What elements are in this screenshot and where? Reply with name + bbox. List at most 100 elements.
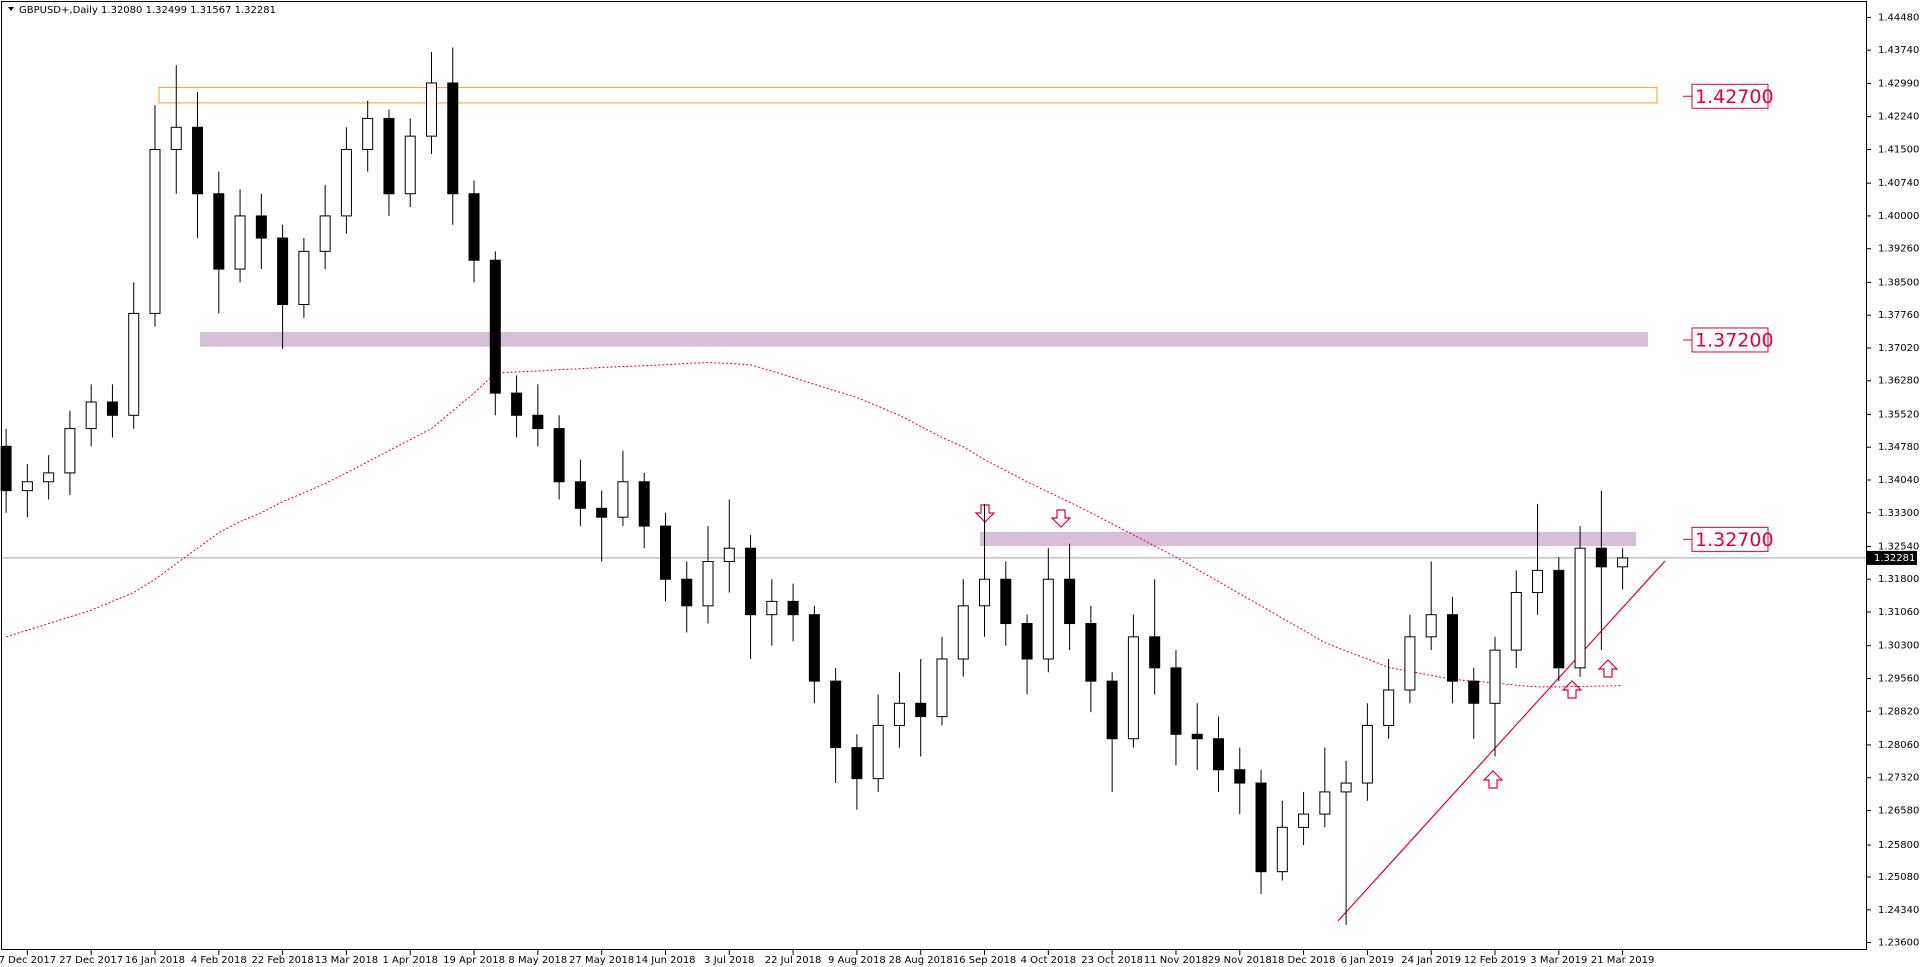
candle-body <box>1170 667 1182 735</box>
candle-body <box>745 547 757 616</box>
candle-body <box>21 481 33 492</box>
candle-body <box>234 215 246 270</box>
candle-body <box>1085 623 1097 682</box>
y-tick-label: 1.42990 <box>1878 78 1919 89</box>
y-tick-label: 1.28820 <box>1878 706 1919 717</box>
candle-body <box>298 250 310 306</box>
candle-body <box>149 148 161 314</box>
candle-body <box>1234 769 1246 784</box>
x-tick-label: 14 Jun 2018 <box>635 955 695 966</box>
y-tick-label: 1.43740 <box>1878 45 1919 56</box>
candle-body <box>170 126 182 150</box>
candle-body <box>1446 614 1458 682</box>
candle-body <box>468 193 480 261</box>
trend-line <box>1337 560 1666 922</box>
candle-body <box>1042 578 1054 660</box>
y-tick-label: 1.33300 <box>1878 508 1919 519</box>
level-label: 1.42700 <box>1695 86 1774 108</box>
x-tick-label: 28 Aug 2018 <box>889 955 953 966</box>
x-tick-label: 18 Dec 2018 <box>1272 955 1336 966</box>
x-tick-label: 22 Feb 2018 <box>251 955 313 966</box>
candle-body <box>681 578 693 607</box>
y-tick-label: 1.26580 <box>1878 806 1919 817</box>
candle-body <box>106 401 118 416</box>
candle-body <box>362 117 374 150</box>
x-tick-label: 27 May 2018 <box>569 955 634 966</box>
candle-body <box>1212 738 1224 771</box>
y-tick-label: 1.36280 <box>1878 376 1919 387</box>
candle-body <box>1276 826 1288 873</box>
x-tick-label: 16 Jan 2018 <box>125 955 185 966</box>
candle-body <box>638 481 650 527</box>
level-box <box>1691 526 1769 552</box>
candle-body <box>1574 547 1586 669</box>
candle-body <box>1532 569 1544 594</box>
candle-body <box>43 472 55 483</box>
down-arrow <box>1050 509 1072 528</box>
y-tick-label: 1.34780 <box>1878 442 1919 453</box>
candle-body <box>851 747 863 780</box>
last-price-box <box>1867 550 1917 565</box>
x-tick-label: 4 Oct 2018 <box>1021 955 1076 966</box>
candle-body <box>340 148 352 217</box>
candle-body <box>64 428 76 474</box>
x-tick-label: 9 Aug 2018 <box>828 955 886 966</box>
zone <box>980 531 1636 547</box>
x-tick-label: 24 Jan 2019 <box>1401 955 1461 966</box>
last-price-label: 1.32281 <box>1874 553 1915 564</box>
x-tick-label: 19 Apr 2018 <box>443 955 505 966</box>
up-arrow <box>1597 659 1619 678</box>
candle-body <box>213 193 225 270</box>
chart-title: GBPUSD+,Daily 1.32080 1.32499 1.31567 1.… <box>19 5 276 16</box>
candle-body <box>596 507 608 518</box>
level-label: 1.37200 <box>1695 329 1774 351</box>
candle-body <box>1127 636 1139 740</box>
x-tick-label: 11 Nov 2018 <box>1144 955 1208 966</box>
y-tick-label: 1.41500 <box>1878 144 1919 155</box>
candle-body <box>85 401 97 430</box>
candle-body <box>702 561 714 607</box>
candle-body <box>979 578 991 607</box>
candle-body <box>787 600 799 616</box>
x-tick-label: 22 Jul 2018 <box>765 955 822 966</box>
x-tick-label: 4 Feb 2018 <box>191 955 247 966</box>
candle-body <box>1106 680 1118 740</box>
candle-body <box>404 135 416 195</box>
y-tick-label: 1.28060 <box>1878 740 1919 751</box>
candle-body <box>1404 636 1416 691</box>
y-tick-label: 1.29560 <box>1878 673 1919 684</box>
x-tick-label: 13 Mar 2018 <box>315 955 378 966</box>
candle-body <box>532 414 544 430</box>
y-tick-label: 1.24340 <box>1878 905 1919 916</box>
candle-body <box>1510 592 1522 651</box>
candle-body <box>128 312 140 416</box>
y-tick-label: 1.31060 <box>1878 607 1919 618</box>
candle-body <box>1191 733 1203 740</box>
candle-body <box>383 117 395 195</box>
level-label: 1.32700 <box>1695 529 1774 551</box>
candle-body <box>830 680 842 749</box>
candle-body <box>255 215 267 239</box>
level-box <box>1691 327 1769 353</box>
candle-body <box>936 658 948 718</box>
y-tick-label: 1.34040 <box>1878 475 1919 486</box>
x-tick-label: 8 May 2018 <box>508 955 567 966</box>
candle-body <box>1021 623 1033 660</box>
candle-body <box>1298 813 1310 828</box>
candle-body <box>957 605 969 660</box>
candle-body <box>1553 569 1565 669</box>
candle-body <box>723 547 735 563</box>
candle-body <box>447 82 459 195</box>
candle-body <box>1468 680 1480 704</box>
menu-triangle <box>8 7 14 11</box>
up-arrow <box>1561 680 1583 699</box>
candle-body <box>511 392 523 416</box>
y-tick-label: 1.31800 <box>1878 574 1919 585</box>
candle-body <box>277 237 289 306</box>
x-tick-label: 29 Nov 2018 <box>1208 955 1272 966</box>
level-box <box>1691 83 1769 109</box>
candle-body <box>1000 578 1012 625</box>
candle-body <box>489 259 501 394</box>
candle-body <box>659 525 671 580</box>
